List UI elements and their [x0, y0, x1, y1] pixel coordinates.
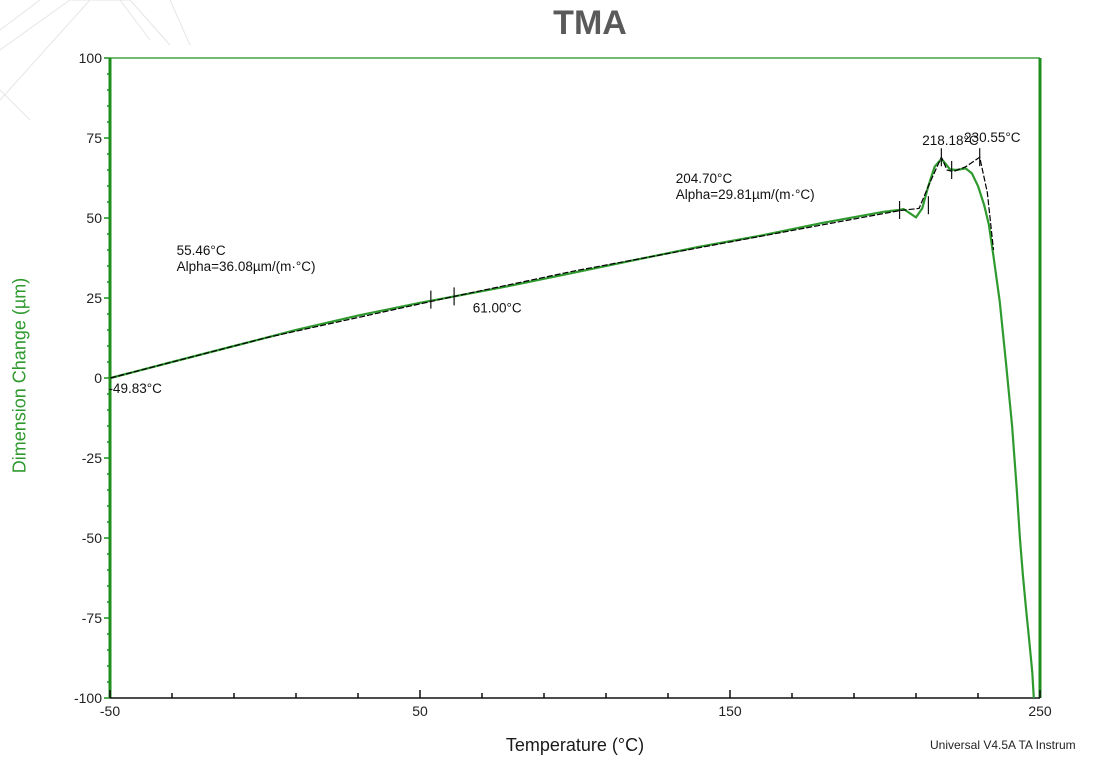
chart-title: TMA: [553, 4, 627, 42]
annotation-text: 55.46°C: [177, 243, 226, 258]
x-tick-label: 150: [718, 703, 742, 719]
y-tick-label: 100: [79, 50, 103, 66]
watermark-line: [0, 0, 71, 51]
y-tick-label: 50: [86, 210, 102, 226]
annotation-text: 204.70°C: [676, 171, 733, 186]
annotation-text: Alpha=29.81µm/(m·°C): [676, 187, 815, 202]
y-tick-label: -100: [74, 690, 102, 706]
x-tick-label: 250: [1028, 703, 1052, 719]
y-tick-label: -25: [82, 450, 102, 466]
watermark-line: [129, 0, 171, 46]
y-tick-label: -50: [82, 530, 102, 546]
y-tick-label: 75: [86, 130, 102, 146]
annotation-text: -49.83°C: [108, 381, 162, 396]
x-tick-label: 50: [412, 703, 428, 719]
x-axis-label: Temperature (°C): [505, 735, 645, 755]
instrument-footer: Universal V4.5A TA Instrum: [930, 738, 1076, 752]
series-line-measured: [110, 157, 1035, 699]
watermark-line: [169, 0, 191, 46]
y-tick-label: 0: [94, 370, 102, 386]
y-axis-label: Dimension Change (µm): [9, 277, 30, 474]
watermark-line: [0, 0, 91, 101]
watermark-line: [0, 0, 41, 31]
background-watermark: [0, 0, 191, 121]
annotation-text: 230.55°C: [964, 130, 1021, 145]
y-tick-label: 25: [86, 290, 102, 306]
series-line-analysis: [110, 155, 995, 379]
watermark-line: [119, 0, 151, 41]
annotation-text: Alpha=36.08µm/(m·°C): [177, 259, 316, 274]
y-tick-label: -75: [82, 610, 102, 626]
x-tick-label: -50: [100, 703, 120, 719]
annotation-text: 218.18°C: [922, 133, 979, 148]
annotation-markers: [430, 148, 981, 309]
series-layer: [110, 155, 1035, 699]
annotation-text: 61.00°C: [473, 300, 522, 315]
